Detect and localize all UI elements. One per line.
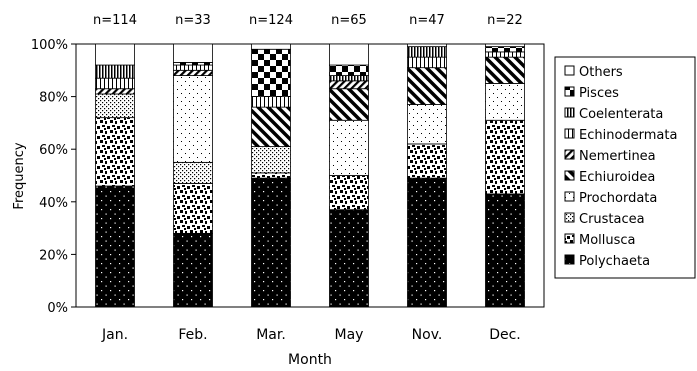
bar-stack [407, 43, 447, 308]
y-tick-label: 60% [39, 143, 68, 158]
bar-segment [407, 56, 447, 69]
bar-segment [485, 46, 525, 53]
bar-stack [173, 43, 213, 308]
legend-swatch [564, 65, 575, 76]
bar-segment [251, 177, 291, 308]
legend-label: Polychaeta [579, 254, 650, 269]
legend-label: Echinodermata [579, 128, 677, 143]
bar-segment [485, 56, 525, 84]
y-tick-label: 40% [39, 196, 68, 211]
plot-frame [75, 43, 545, 308]
bar-segment [485, 119, 525, 195]
bar-segment [173, 161, 213, 184]
bar-segment [95, 117, 135, 187]
legend: Others Pisces Coelenterata Echinodermata Nem… [554, 56, 696, 279]
x-axis-title: Month [288, 352, 332, 368]
legend-label: Coelenterata [579, 107, 663, 122]
bar-segment [251, 96, 291, 108]
legend-swatch [564, 254, 575, 265]
bar-segment [173, 64, 213, 71]
sample-size-label: n=124 [249, 13, 293, 28]
bar-segment [329, 75, 369, 82]
bar-segment [329, 64, 369, 76]
legend-swatch [564, 107, 575, 118]
legend-label: Crustacea [579, 212, 645, 227]
bar-segment [485, 43, 525, 48]
bar-segment [485, 83, 525, 121]
bar-segment [485, 51, 525, 58]
sample-size-label: n=22 [487, 13, 523, 28]
bar-stack [251, 43, 291, 308]
legend-label: Others [579, 65, 623, 80]
y-tick-label: 0% [47, 301, 68, 316]
y-axis-title: Frequency [12, 142, 27, 209]
bar-segment [407, 177, 447, 308]
y-axis: 0% 20% 40% 60% 80% 100% [31, 38, 76, 316]
plot-area [75, 43, 545, 308]
legend-swatch [564, 191, 575, 202]
x-axis: Jan. Feb. Mar. May Nov. Dec. [101, 327, 521, 343]
legend-swatch [564, 212, 575, 223]
bar-segment [329, 88, 369, 121]
bar-segment [173, 43, 213, 63]
y-tick-label: 80% [39, 91, 68, 106]
legend-label: Nemertinea [579, 149, 656, 164]
legend-swatch [564, 149, 575, 160]
sample-size-label: n=47 [409, 13, 445, 28]
x-tick-label: Jan. [101, 327, 128, 343]
bar-segment [173, 75, 213, 163]
bar-stack [485, 43, 525, 308]
bar-segment [329, 209, 369, 308]
bar-segment [407, 43, 447, 48]
bar-segment [485, 193, 525, 308]
y-tick-label: 20% [39, 248, 68, 263]
sample-size-label: n=33 [175, 13, 211, 28]
bar-segment [251, 48, 291, 97]
x-tick-label: Feb. [178, 327, 207, 343]
y-tick-label: 100% [31, 38, 68, 53]
x-tick-label: Nov. [412, 327, 443, 343]
bar-segment [407, 104, 447, 145]
x-tick-label: May [335, 327, 364, 343]
bar-stack [329, 43, 369, 308]
bar-segment [329, 80, 369, 90]
legend-swatch [564, 86, 575, 97]
bar-segment [251, 172, 291, 179]
bar-segment [329, 43, 369, 66]
sample-size-label: n=65 [331, 13, 367, 28]
bar-segment [95, 43, 135, 66]
bar-segment [173, 69, 213, 76]
bar-segment [407, 67, 447, 105]
bar-segment [95, 185, 135, 308]
legend-box [554, 56, 696, 279]
bar-segment [329, 119, 369, 176]
bar-segment [95, 93, 135, 119]
legend-label: Echiuroidea [579, 170, 655, 185]
bar-segment [329, 175, 369, 211]
bar-segment [173, 182, 213, 234]
bar-segment [95, 77, 135, 90]
sample-size-label: n=114 [93, 13, 137, 28]
bars [95, 43, 525, 308]
sample-size-labels: n=114 n=33 n=124 n=65 n=47 n=22 [93, 13, 523, 28]
x-tick-label: Dec. [489, 327, 521, 343]
bar-segment [251, 146, 291, 174]
legend-label: Mollusca [579, 233, 636, 248]
legend-swatch [564, 170, 575, 181]
bar-segment [173, 232, 213, 308]
bar-segment [407, 143, 447, 179]
legend-label: Prochordata [579, 191, 657, 206]
bar-segment [251, 106, 291, 147]
legend-swatch [564, 128, 575, 139]
legend-label: Pisces [579, 86, 619, 101]
bar-stack [95, 43, 135, 308]
bar-segment [95, 64, 135, 79]
x-tick-label: Mar. [256, 327, 286, 343]
bar-segment [95, 88, 135, 95]
bar-segment [251, 43, 291, 50]
bar-segment [407, 46, 447, 58]
legend-swatch [564, 233, 575, 244]
